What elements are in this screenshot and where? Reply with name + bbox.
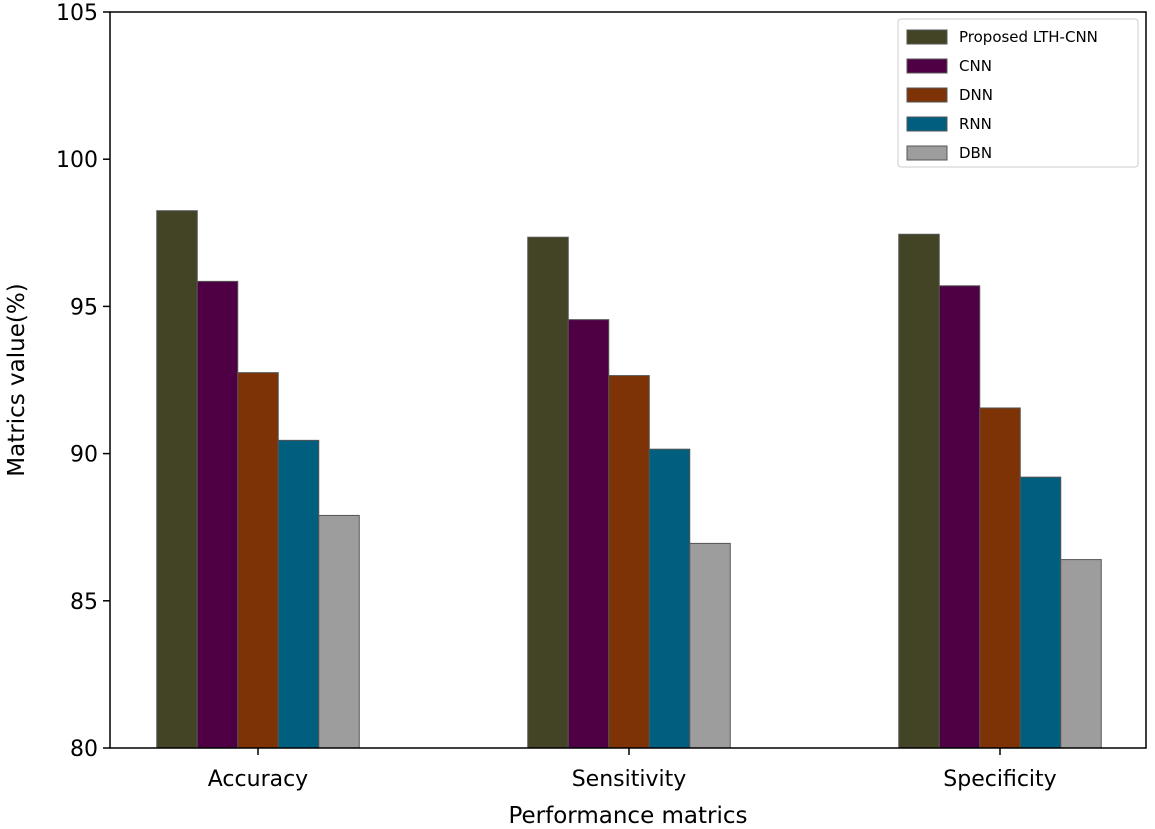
legend-label: Proposed LTH-CNN <box>959 28 1098 46</box>
bar-dbn-accuracy <box>318 514 360 749</box>
y-tick-label: 95 <box>70 295 98 320</box>
y-tick-label: 105 <box>56 1 98 26</box>
bar-rnn-accuracy <box>277 439 320 749</box>
x-tick-label: Sensitivity <box>572 767 687 792</box>
bar-dnn-accuracy <box>237 372 279 749</box>
y-tick-label: 90 <box>70 443 98 468</box>
bar-rnn-sensitivity <box>648 448 691 749</box>
legend-swatch <box>906 87 948 103</box>
bar-rnn-specificity <box>1019 476 1062 749</box>
legend-swatch <box>906 116 948 132</box>
legend-swatch <box>906 145 948 161</box>
x-tick-label: Accuracy <box>208 767 308 792</box>
x-tick-label: Specificity <box>943 767 1056 792</box>
y-tick-label: 100 <box>56 148 98 173</box>
bar-cnn-specificity <box>938 285 981 749</box>
legend: Proposed LTH-CNN CNN DNN RNN DBN <box>897 18 1139 168</box>
plot-frame <box>109 11 1147 749</box>
x-axis-title: Performance matrics <box>508 803 747 829</box>
y-axis: 80 85 90 95 100 105 <box>56 1 110 762</box>
legend-label: RNN <box>959 115 992 133</box>
legend-label: DNN <box>959 86 993 104</box>
bar-proposed-lth-cnn-sensitivity <box>527 236 569 749</box>
bar-cnn-accuracy <box>196 280 239 749</box>
bar-dnn-sensitivity <box>608 375 650 749</box>
x-axis: Accuracy Sensitivity Specificity <box>208 748 1057 792</box>
bars-group <box>156 210 1102 749</box>
bar-dbn-specificity <box>1060 559 1102 749</box>
bar-cnn-sensitivity <box>567 319 610 749</box>
legend-box <box>897 18 1139 168</box>
bar-dnn-specificity <box>979 407 1021 749</box>
y-tick-label: 80 <box>70 737 98 762</box>
legend-label: CNN <box>959 57 992 75</box>
bar-dbn-sensitivity <box>689 542 731 749</box>
bar-proposed-lth-cnn-accuracy <box>156 210 198 749</box>
bar-proposed-lth-cnn-specificity <box>898 233 940 749</box>
legend-label: DBN <box>959 144 992 162</box>
legend-swatch <box>906 29 948 45</box>
y-tick-label: 85 <box>70 590 98 615</box>
y-axis-title: Matrics value(%) <box>4 283 30 476</box>
legend-swatch <box>906 58 948 74</box>
